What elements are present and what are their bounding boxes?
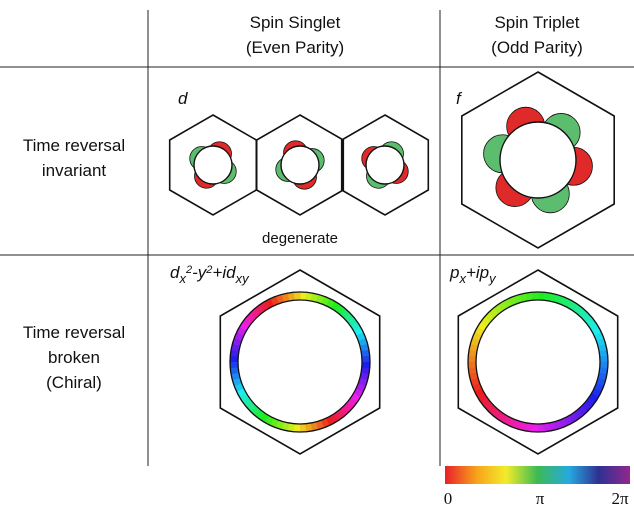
phase-segment bbox=[600, 356, 608, 363]
colorbar-label: π bbox=[536, 489, 545, 508]
ring-edge bbox=[238, 300, 362, 424]
colorbar bbox=[445, 466, 630, 484]
label-part: p bbox=[449, 263, 459, 282]
label-part: y bbox=[488, 271, 497, 286]
label-part: xy bbox=[235, 271, 251, 286]
cell-label: d bbox=[178, 89, 188, 108]
cell-label: dx2-y2+idxy bbox=[170, 263, 250, 286]
cell-label: f bbox=[456, 89, 463, 108]
phase-segment bbox=[230, 361, 238, 368]
cell-label: px+ipy bbox=[449, 263, 497, 286]
column-header: Spin Triplet bbox=[494, 13, 579, 32]
fermi-surface bbox=[194, 146, 232, 184]
ring-edge bbox=[476, 300, 600, 424]
phase-segment bbox=[362, 356, 370, 363]
fermi-surface bbox=[500, 122, 576, 198]
label-part: 2 bbox=[185, 264, 192, 276]
colorbar-label: 2π bbox=[611, 489, 629, 508]
row-label: Time reversal bbox=[23, 323, 125, 342]
row-label: invariant bbox=[42, 161, 107, 180]
label-part: 2 bbox=[205, 264, 212, 276]
phase-segment bbox=[299, 424, 306, 432]
row-label: Time reversal bbox=[23, 136, 125, 155]
row-label: broken bbox=[48, 348, 100, 367]
label-part: +id bbox=[212, 263, 236, 282]
row-label: (Chiral) bbox=[46, 373, 102, 392]
fermi-surface bbox=[366, 146, 404, 184]
phase-segment bbox=[468, 361, 476, 368]
figure: Spin Singlet (Even Parity) Spin Triplet … bbox=[0, 0, 634, 512]
label-part: +ip bbox=[466, 263, 489, 282]
phase-segment bbox=[294, 292, 301, 300]
phase-segment bbox=[532, 292, 539, 300]
fermi-surface bbox=[281, 146, 319, 184]
column-header: (Even Parity) bbox=[246, 38, 344, 57]
cell-note: degenerate bbox=[262, 230, 338, 247]
column-header: Spin Singlet bbox=[250, 13, 341, 32]
colorbar-label: 0 bbox=[444, 489, 453, 508]
column-header: (Odd Parity) bbox=[491, 38, 583, 57]
phase-segment bbox=[537, 424, 544, 432]
